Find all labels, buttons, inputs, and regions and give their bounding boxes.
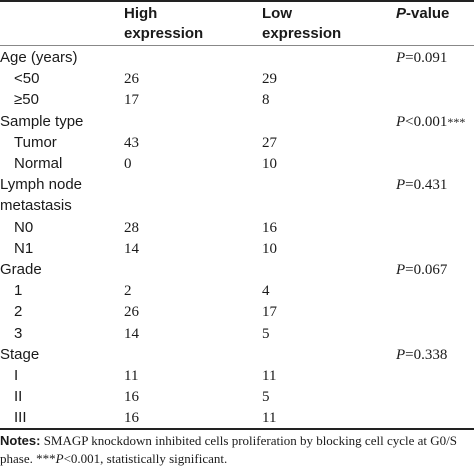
- cell-high: 16: [124, 389, 139, 405]
- notes-label: Notes:: [0, 433, 41, 448]
- row-label: Sample type: [0, 113, 84, 130]
- cell-p-value: P=0.338: [396, 345, 447, 365]
- cell-low: 10: [262, 241, 277, 257]
- row-label: ≥50: [14, 91, 39, 108]
- cell-p-value: P=0.091: [396, 48, 447, 68]
- p-significance: ***: [447, 115, 466, 129]
- cell-high: 16: [124, 410, 139, 426]
- cell-high: 0: [124, 156, 132, 172]
- row-label: II: [14, 388, 23, 405]
- cell-low: 8: [262, 92, 270, 108]
- row-label: 3: [14, 325, 23, 342]
- cell-high: 28: [124, 220, 139, 236]
- cell-low: 5: [262, 389, 270, 405]
- cell-high: 26: [124, 71, 139, 87]
- row-label: I: [14, 367, 19, 384]
- notes-p: P: [55, 451, 64, 466]
- row-label: N1: [14, 240, 34, 257]
- cell-high: 17: [124, 92, 139, 108]
- cell-high: 26: [124, 304, 139, 320]
- cell-low: 11: [262, 368, 277, 384]
- cell-low: 17: [262, 304, 277, 320]
- cell-low: 4: [262, 283, 270, 299]
- row-label: Lymph node: [0, 176, 83, 193]
- row-label: <50: [14, 70, 40, 87]
- row-label: 2: [14, 303, 23, 320]
- row-label: III: [14, 409, 27, 426]
- p-symbol: P: [396, 347, 406, 363]
- cell-low: 27: [262, 135, 277, 151]
- cell-high: 14: [124, 241, 139, 257]
- header-p-rest: -value: [406, 5, 450, 22]
- p-symbol: P: [396, 50, 406, 66]
- row-label: Grade: [0, 261, 42, 278]
- row-label: Age (years): [0, 49, 78, 66]
- cell-high: 2: [124, 283, 132, 299]
- cell-low: 16: [262, 220, 277, 236]
- header-low-line2: expression: [262, 25, 342, 42]
- header-high-line1: High: [124, 5, 158, 22]
- cell-low: 29: [262, 71, 277, 87]
- p-number: <0.001: [405, 114, 448, 130]
- notes-text1: SMAGP knockdown inhibited cells prolifer…: [0, 433, 457, 466]
- cell-p-value: P=0.067: [396, 260, 447, 280]
- notes-stars: ***: [36, 451, 56, 466]
- row-label: N0: [14, 219, 34, 236]
- cell-high: 11: [124, 368, 139, 384]
- row-label: metastasis: [0, 197, 72, 214]
- p-symbol: P: [396, 177, 406, 193]
- bottom-rule: [0, 428, 474, 430]
- notes-text2: <0.001, statistically significant.: [63, 451, 228, 466]
- cell-low: 11: [262, 410, 277, 426]
- cell-low: 10: [262, 156, 277, 172]
- p-number: =0.431: [405, 177, 448, 193]
- cell-high: 14: [124, 326, 139, 342]
- row-label: 1: [14, 282, 23, 299]
- top-rule: [0, 0, 474, 2]
- row-label: Stage: [0, 346, 40, 363]
- p-number: =0.067: [405, 262, 448, 278]
- header-p-italic: P: [396, 5, 407, 22]
- header-p-value: P-value: [396, 4, 449, 24]
- cell-p-value: P=0.431: [396, 175, 447, 195]
- cell-p-value: P<0.001***: [396, 112, 465, 132]
- table-notes: Notes: SMAGP knockdown inhibited cells p…: [0, 432, 474, 468]
- p-symbol: P: [396, 262, 406, 278]
- p-symbol: P: [396, 114, 406, 130]
- header-rule: [0, 45, 474, 46]
- p-number: =0.091: [405, 50, 448, 66]
- row-label: Normal: [14, 155, 63, 172]
- p-number: =0.338: [405, 347, 448, 363]
- header-high-line2: expression: [124, 25, 204, 42]
- cell-high: 43: [124, 135, 139, 151]
- cell-low: 5: [262, 326, 270, 342]
- row-label: Tumor: [14, 134, 57, 151]
- header-low-line1: Low: [262, 5, 292, 22]
